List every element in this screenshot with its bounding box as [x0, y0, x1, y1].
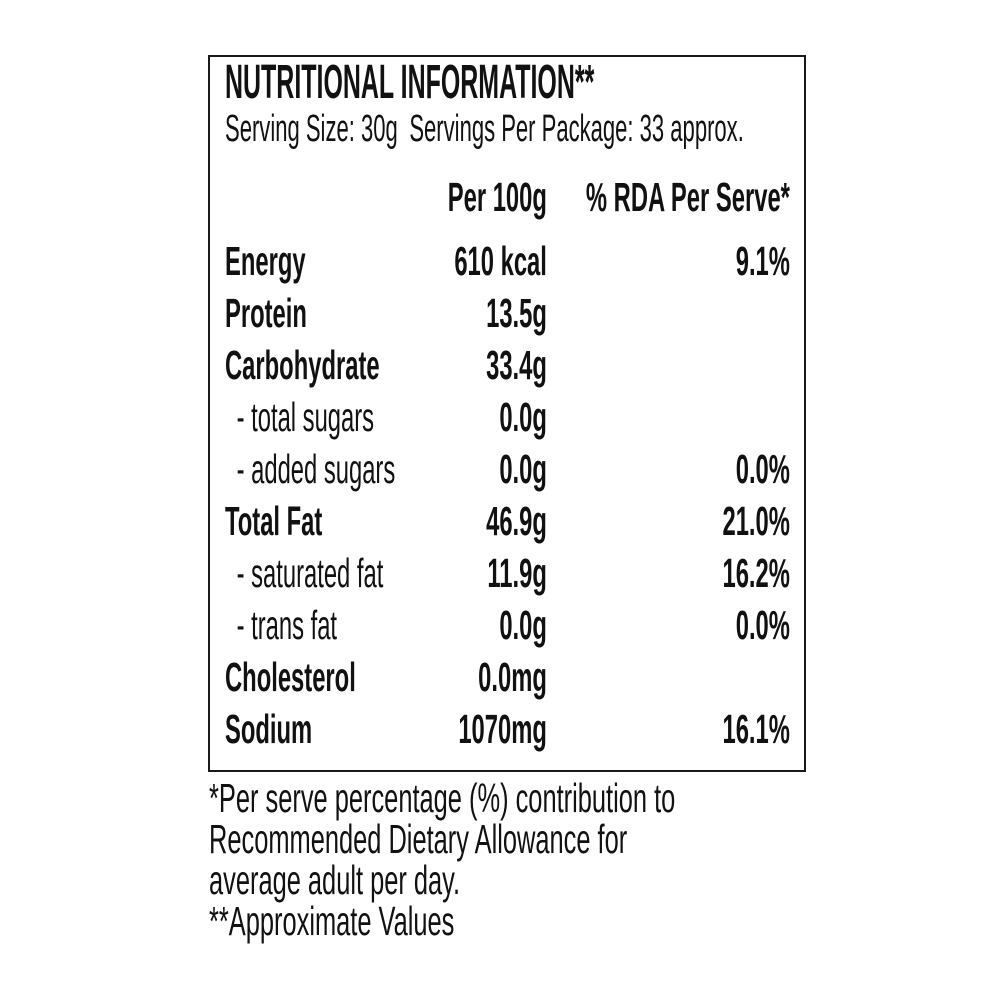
- table-row-added-sugars: - added sugars 0.0g 0.0%: [225, 443, 790, 495]
- nutrient-name: Energy: [225, 238, 306, 284]
- table-row-trans-fat: - trans fat 0.0g 0.0%: [225, 599, 790, 651]
- table-row-energy: Energy 610 kcal 9.1%: [225, 235, 790, 287]
- nutrient-amount: 0.0mg: [478, 654, 547, 700]
- servings-per-package: Servings Per Package: 33 approx.: [409, 108, 744, 150]
- nutrient-amount: 0.0g: [499, 394, 547, 440]
- nutrient-rda: 9.1%: [735, 238, 790, 284]
- column-header-nutrient: [225, 175, 399, 219]
- nutrient-amount: 610 kcal: [454, 238, 547, 284]
- table-row-saturated-fat: - saturated fat 11.9g 16.2%: [225, 547, 790, 599]
- footnote-line: *Per serve percentage (%) contribution t…: [209, 775, 676, 821]
- nutrient-rda: 16.2%: [722, 550, 790, 596]
- nutrient-name: - trans fat: [236, 602, 338, 648]
- nutrient-rda: 21.0%: [722, 498, 790, 544]
- nutrient-rda: 0.0%: [735, 602, 790, 648]
- table-row-cholesterol: Cholesterol 0.0mg: [225, 651, 790, 703]
- table-row-sodium: Sodium 1070mg 16.1%: [225, 703, 790, 755]
- nutrient-rda: [547, 391, 790, 443]
- table-row-total-sugars: - total sugars 0.0g: [225, 391, 790, 443]
- panel-title: NUTRITIONAL INFORMATION**: [225, 56, 595, 109]
- nutrition-table: Per 100g % RDA Per Serve* Energy 610 kca…: [225, 175, 790, 755]
- nutrient-rda: [547, 339, 790, 391]
- footnote-line: Recommended Dietary Allowance for: [209, 816, 628, 862]
- footnote-line: **Approximate Values: [209, 898, 455, 944]
- nutrient-rda: [547, 287, 790, 339]
- nutrient-amount: 33.4g: [486, 342, 547, 388]
- nutrient-amount: 0.0g: [499, 446, 547, 492]
- column-header-per-100g: Per 100g: [447, 174, 547, 220]
- nutrient-name: Total Fat: [225, 498, 323, 544]
- serving-info: Serving Size: 30g Servings Per Package: 3…: [225, 107, 744, 153]
- nutrient-amount: 1070mg: [458, 706, 547, 752]
- nutrient-name: Carbohydrate: [225, 342, 380, 388]
- nutrient-amount: 13.5g: [486, 290, 547, 336]
- header-gap: [225, 219, 790, 235]
- nutrient-amount: 46.9g: [486, 498, 547, 544]
- nutrient-rda: [547, 651, 790, 703]
- nutrient-name: Sodium: [225, 706, 313, 752]
- serving-size: Serving Size: 30g: [225, 108, 398, 150]
- nutrient-name: Cholesterol: [225, 654, 356, 700]
- nutrition-panel: NUTRITIONAL INFORMATION** Serving Size: …: [208, 55, 806, 772]
- nutrient-rda: 16.1%: [722, 706, 790, 752]
- column-header-rda: % RDA Per Serve*: [585, 174, 790, 220]
- nutrient-name: - total sugars: [236, 394, 375, 440]
- nutrient-name: - added sugars: [236, 446, 396, 492]
- footnotes: *Per serve percentage (%) contribution t…: [209, 778, 675, 942]
- table-row-carbohydrate: Carbohydrate 33.4g: [225, 339, 790, 391]
- nutrient-name: - saturated fat: [236, 550, 384, 596]
- table-header-row: Per 100g % RDA Per Serve*: [225, 175, 790, 219]
- nutrient-amount: 11.9g: [487, 550, 547, 596]
- nutrient-name: Protein: [225, 290, 307, 336]
- nutrient-amount: 0.0g: [499, 602, 547, 648]
- table-row-protein: Protein 13.5g: [225, 287, 790, 339]
- table-row-total-fat: Total Fat 46.9g 21.0%: [225, 495, 790, 547]
- nutrient-rda: 0.0%: [735, 446, 790, 492]
- footnote-line: average adult per day.: [209, 857, 461, 903]
